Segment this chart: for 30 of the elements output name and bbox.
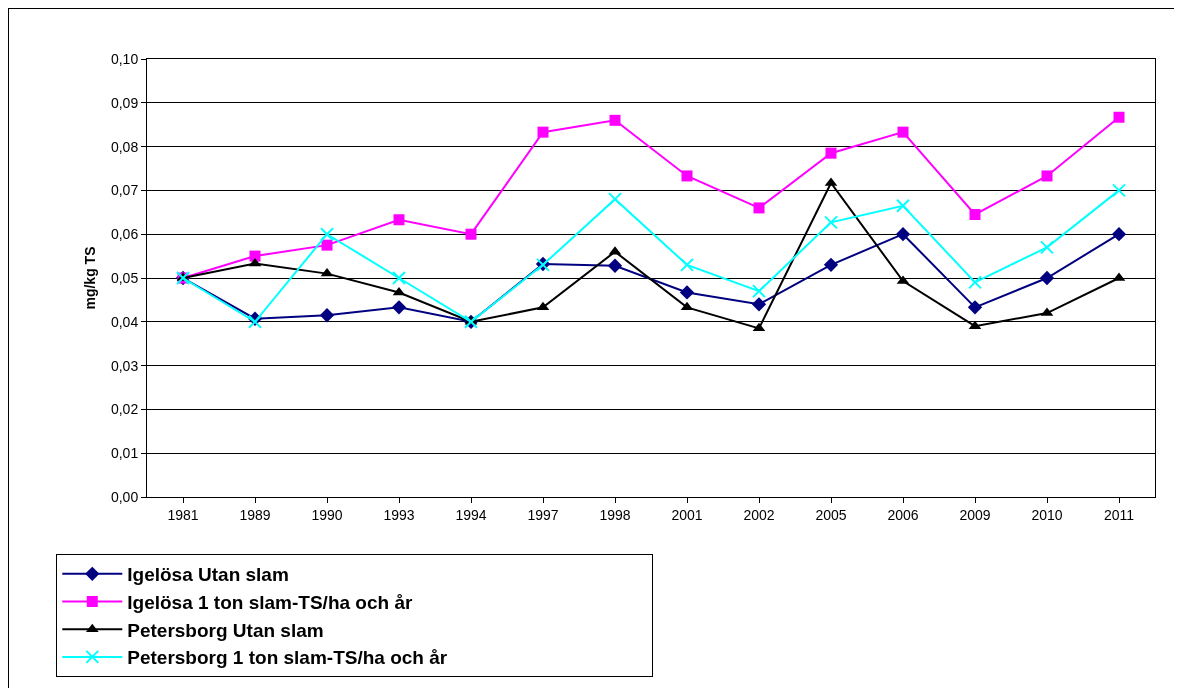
y-tick-label: 0,08 bbox=[110, 138, 139, 155]
x-tick-label: 2006 bbox=[887, 506, 919, 523]
legend-label: Petersborg 1 ton slam-TS/ha och år bbox=[127, 647, 448, 669]
y-tick-label: 0,03 bbox=[110, 357, 139, 374]
x-tick-label: 1998 bbox=[599, 506, 631, 523]
y-tick-label: 0,01 bbox=[110, 445, 139, 462]
x-tick-label: 1997 bbox=[527, 506, 559, 523]
legend-label: Igelösa Utan slam bbox=[127, 564, 289, 586]
x-tick-label: 2009 bbox=[959, 506, 991, 523]
y-tick-label: 0,07 bbox=[110, 182, 139, 199]
y-axis-title: mg/kg TS bbox=[81, 246, 98, 310]
x-tick-label: 2011 bbox=[1103, 506, 1135, 523]
x-tick-label: 2002 bbox=[743, 506, 775, 523]
y-tick-label: 0,05 bbox=[110, 269, 139, 286]
y-tick-label: 0,00 bbox=[110, 488, 139, 505]
x-tick-label: 1990 bbox=[311, 506, 343, 523]
legend-label: Petersborg Utan slam bbox=[127, 619, 324, 641]
y-tick-label: 0,09 bbox=[110, 94, 139, 111]
x-tick-label: 1989 bbox=[239, 506, 271, 523]
y-tick-label: 0,10 bbox=[110, 50, 139, 67]
x-tick-label: 2010 bbox=[1031, 506, 1063, 523]
y-tick-label: 0,02 bbox=[110, 401, 139, 418]
x-tick-label: 1993 bbox=[383, 506, 415, 523]
legend-label: Igelösa 1 ton slam-TS/ha och år bbox=[127, 591, 413, 613]
x-tick-label: 2005 bbox=[815, 506, 847, 523]
x-tick-label: 2001 bbox=[671, 506, 703, 523]
y-tick-label: 0,04 bbox=[110, 313, 139, 330]
x-tick-label: 1981 bbox=[167, 506, 199, 523]
y-tick-label: 0,06 bbox=[110, 226, 139, 243]
x-tick-label: 1994 bbox=[455, 506, 487, 523]
